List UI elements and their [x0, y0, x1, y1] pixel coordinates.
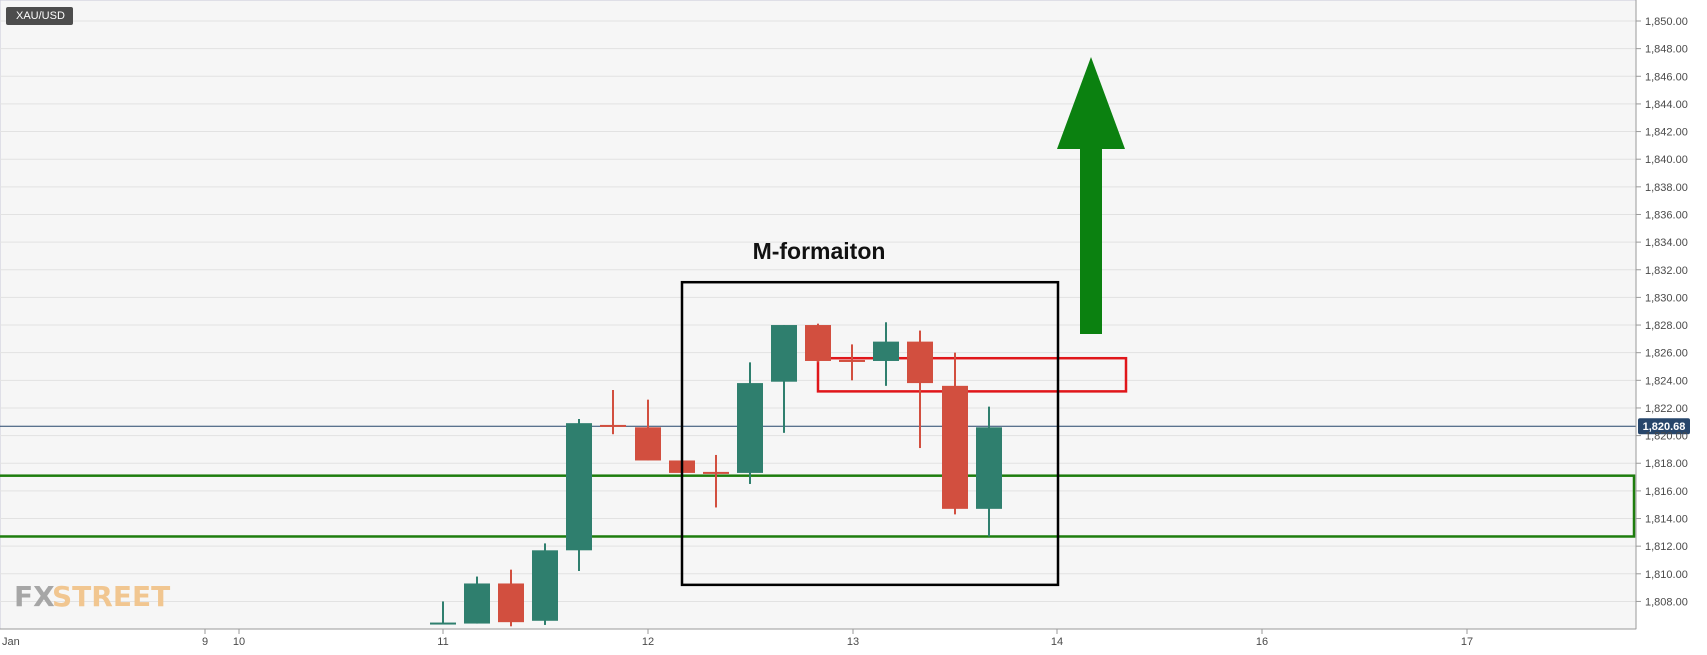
x-tick-label: Jan — [2, 636, 20, 648]
y-tick-label: 1,824.00 — [1645, 375, 1688, 387]
x-tick-label: 13 — [847, 636, 859, 648]
candle — [600, 389, 626, 435]
y-tick-label: 1,812.00 — [1645, 541, 1688, 553]
candle — [976, 406, 1002, 537]
y-tick-label: 1,836.00 — [1645, 209, 1688, 221]
y-tick-label: 1,810.00 — [1645, 569, 1688, 581]
x-tick-label: 12 — [642, 636, 654, 648]
plot-background — [0, 0, 1637, 630]
price-tag-label: 1,820.68 — [1643, 421, 1686, 433]
x-axis-ticks: Jan 9 10 11 12 13 14 16 17 — [2, 629, 1473, 648]
candle-body — [976, 427, 1002, 509]
candle — [771, 325, 797, 433]
y-tick-label: 1,850.00 — [1645, 16, 1688, 28]
candle-body — [635, 427, 661, 461]
pattern-title: M-formaiton — [753, 238, 886, 264]
candle — [873, 322, 899, 386]
y-tick-label: 1,818.00 — [1645, 458, 1688, 470]
y-tick-label: 1,820.00 — [1645, 431, 1688, 443]
x-tick-label: 11 — [437, 636, 448, 648]
candle-body — [430, 622, 456, 625]
y-tick-label: 1,844.00 — [1645, 99, 1688, 111]
y-tick-label: 1,822.00 — [1645, 403, 1688, 415]
candle — [942, 352, 968, 515]
candle — [703, 454, 729, 508]
candle — [566, 419, 592, 572]
candle — [839, 344, 865, 381]
candle-body — [600, 424, 626, 427]
y-tick-label: 1,808.00 — [1645, 596, 1688, 608]
candle — [464, 576, 490, 624]
x-tick-label: 14 — [1051, 636, 1063, 648]
y-tick-label: 1,848.00 — [1645, 44, 1688, 56]
candle — [737, 362, 763, 484]
candle-body — [566, 423, 592, 551]
m-formation-box — [680, 280, 1060, 587]
x-tick-label: 16 — [1256, 636, 1268, 648]
candle-body — [873, 341, 899, 361]
y-tick-label: 1,816.00 — [1645, 486, 1688, 498]
resistance-zone — [816, 356, 1128, 393]
y-tick-label: 1,830.00 — [1645, 292, 1688, 304]
candle — [532, 543, 558, 625]
y-tick-label: 1,846.00 — [1645, 71, 1688, 83]
symbol-badge[interactable]: XAU/USD — [6, 7, 73, 25]
y-axis-ticks: 1,808.00 1,810.00 1,812.00 1,814.00 1,816.00… — [1636, 16, 1688, 608]
y-tick-label: 1,832.00 — [1645, 265, 1688, 277]
candle — [805, 323, 831, 363]
y-tick-label: 1,840.00 — [1645, 154, 1688, 166]
x-tick-label: 17 — [1461, 636, 1473, 648]
grid-lines — [0, 20, 1636, 602]
candle-body — [805, 325, 831, 361]
watermark-fx: FX — [14, 580, 55, 613]
y-tick-label: 1,828.00 — [1645, 320, 1688, 332]
candle — [635, 399, 661, 461]
candle-body — [498, 583, 524, 623]
y-tick-label: 1,842.00 — [1645, 127, 1688, 139]
y-tick-label: 1,826.00 — [1645, 348, 1688, 360]
price-tag-bg — [1638, 418, 1690, 435]
watermark-street: STREET — [52, 580, 170, 613]
candles — [430, 322, 1002, 627]
candle-body — [907, 341, 933, 384]
x-tick-label: 10 — [233, 636, 245, 648]
current-price-tag: 1,820.68 — [1638, 418, 1690, 435]
candle-body — [839, 359, 865, 362]
candle-body — [942, 385, 968, 509]
candle — [498, 569, 524, 627]
overlays: 1,820.68 — [680, 57, 1690, 587]
support-zone — [0, 474, 1636, 538]
up-arrow-icon — [1057, 57, 1125, 334]
candle-body — [532, 550, 558, 621]
candle — [907, 330, 933, 449]
candle-body — [703, 471, 729, 474]
y-tick-label: 1,834.00 — [1645, 237, 1688, 249]
candle-body — [464, 583, 490, 624]
annotation-zones — [0, 356, 1636, 538]
y-tick-label: 1,838.00 — [1645, 182, 1688, 194]
candle-body — [737, 383, 763, 473]
y-tick-label: 1,814.00 — [1645, 514, 1688, 526]
candle — [430, 601, 456, 625]
x-tick-label: 9 — [202, 636, 208, 648]
fxstreet-watermark: FX STREET — [14, 580, 170, 613]
candle-body — [771, 325, 797, 382]
